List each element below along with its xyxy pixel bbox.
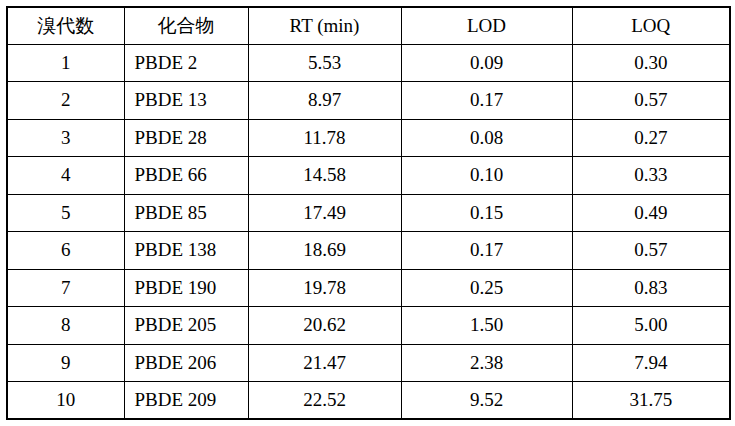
compound-cell: PBDE 190 bbox=[124, 269, 248, 307]
loq-cell: 5.00 bbox=[572, 307, 730, 345]
loq-cell: 0.27 bbox=[572, 119, 730, 157]
table-row: 4 PBDE 66 14.58 0.10 0.33 bbox=[7, 157, 730, 195]
loq-cell: 7.94 bbox=[572, 344, 730, 382]
table-row: 3 PBDE 28 11.78 0.08 0.27 bbox=[7, 119, 730, 157]
loq-cell: 0.83 bbox=[572, 269, 730, 307]
compound-cell: PBDE 66 bbox=[124, 157, 248, 195]
rt-cell: 5.53 bbox=[248, 44, 401, 82]
rt-cell: 18.69 bbox=[248, 232, 401, 270]
lod-cell: 9.52 bbox=[401, 382, 572, 420]
rt-cell: 14.58 bbox=[248, 157, 401, 195]
rt-cell: 8.97 bbox=[248, 82, 401, 120]
table-row: 6 PBDE 138 18.69 0.17 0.57 bbox=[7, 232, 730, 270]
compound-cell: PBDE 13 bbox=[124, 82, 248, 120]
table-row: 1 PBDE 2 5.53 0.09 0.30 bbox=[7, 44, 730, 82]
col-header-lod: LOD bbox=[401, 7, 572, 44]
lod-cell: 0.25 bbox=[401, 269, 572, 307]
bromine-count-cell: 4 bbox=[7, 157, 124, 195]
loq-cell: 0.57 bbox=[572, 82, 730, 120]
bromine-count-cell: 5 bbox=[7, 194, 124, 232]
compound-cell: PBDE 2 bbox=[124, 44, 248, 82]
rt-cell: 20.62 bbox=[248, 307, 401, 345]
col-header-compound: 化合物 bbox=[124, 7, 248, 44]
bromine-count-cell: 10 bbox=[7, 382, 124, 420]
col-header-loq: LOQ bbox=[572, 7, 730, 44]
table-row: 2 PBDE 13 8.97 0.17 0.57 bbox=[7, 82, 730, 120]
lod-cell: 0.15 bbox=[401, 194, 572, 232]
col-header-bromine-count: 溴代数 bbox=[7, 7, 124, 44]
lod-cell: 2.38 bbox=[401, 344, 572, 382]
rt-cell: 17.49 bbox=[248, 194, 401, 232]
compound-cell: PBDE 138 bbox=[124, 232, 248, 270]
bromine-count-cell: 6 bbox=[7, 232, 124, 270]
lod-cell: 0.17 bbox=[401, 82, 572, 120]
compound-cell: PBDE 85 bbox=[124, 194, 248, 232]
pbde-lod-loq-table: 溴代数 化合物 RT (min) LOD LOQ 1 PBDE 2 5.53 0… bbox=[6, 6, 731, 420]
bromine-count-cell: 9 bbox=[7, 344, 124, 382]
table-header-row: 溴代数 化合物 RT (min) LOD LOQ bbox=[7, 7, 730, 44]
table-row: 7 PBDE 190 19.78 0.25 0.83 bbox=[7, 269, 730, 307]
compound-cell: PBDE 209 bbox=[124, 382, 248, 420]
loq-cell: 0.49 bbox=[572, 194, 730, 232]
loq-cell: 0.33 bbox=[572, 157, 730, 195]
document-page: 溴代数 化合物 RT (min) LOD LOQ 1 PBDE 2 5.53 0… bbox=[0, 0, 735, 426]
rt-cell: 19.78 bbox=[248, 269, 401, 307]
lod-cell: 0.09 bbox=[401, 44, 572, 82]
col-header-rt-min: RT (min) bbox=[248, 7, 401, 44]
bromine-count-cell: 2 bbox=[7, 82, 124, 120]
bromine-count-cell: 8 bbox=[7, 307, 124, 345]
bromine-count-cell: 1 bbox=[7, 44, 124, 82]
loq-cell: 31.75 bbox=[572, 382, 730, 420]
lod-cell: 0.17 bbox=[401, 232, 572, 270]
table-row: 5 PBDE 85 17.49 0.15 0.49 bbox=[7, 194, 730, 232]
bromine-count-cell: 7 bbox=[7, 269, 124, 307]
table-row: 8 PBDE 205 20.62 1.50 5.00 bbox=[7, 307, 730, 345]
lod-cell: 1.50 bbox=[401, 307, 572, 345]
bromine-count-cell: 3 bbox=[7, 119, 124, 157]
rt-cell: 22.52 bbox=[248, 382, 401, 420]
loq-cell: 0.30 bbox=[572, 44, 730, 82]
lod-cell: 0.08 bbox=[401, 119, 572, 157]
loq-cell: 0.57 bbox=[572, 232, 730, 270]
lod-cell: 0.10 bbox=[401, 157, 572, 195]
compound-cell: PBDE 205 bbox=[124, 307, 248, 345]
rt-cell: 21.47 bbox=[248, 344, 401, 382]
compound-cell: PBDE 28 bbox=[124, 119, 248, 157]
compound-cell: PBDE 206 bbox=[124, 344, 248, 382]
rt-cell: 11.78 bbox=[248, 119, 401, 157]
table-row: 9 PBDE 206 21.47 2.38 7.94 bbox=[7, 344, 730, 382]
table-row: 10 PBDE 209 22.52 9.52 31.75 bbox=[7, 382, 730, 420]
